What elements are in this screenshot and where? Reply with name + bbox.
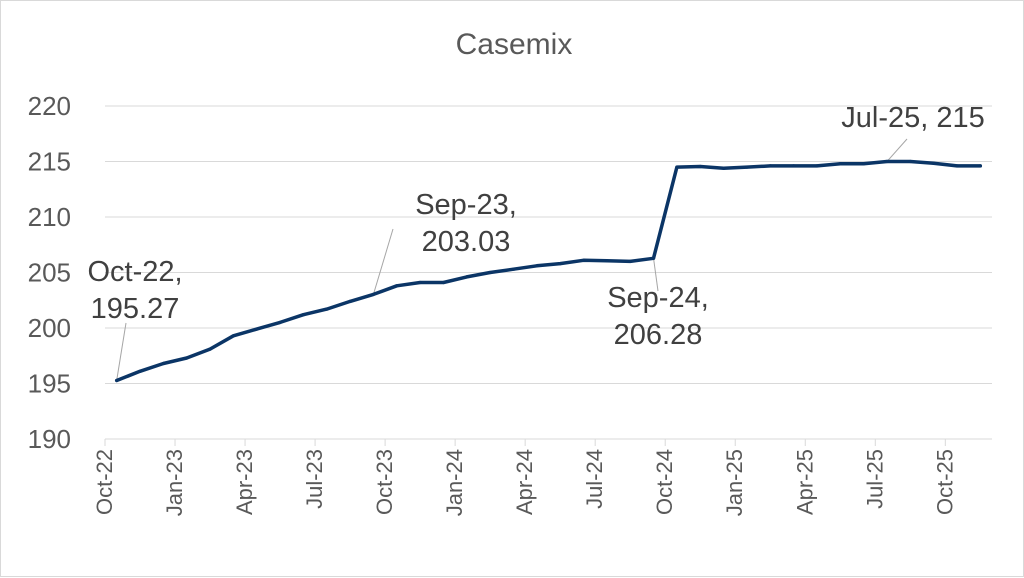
y-tick-label: 195: [28, 369, 71, 399]
data-point: [675, 165, 679, 169]
annotation-leader: [116, 322, 127, 381]
y-tick-label: 200: [28, 313, 71, 343]
data-point: [815, 164, 819, 168]
x-tick-label: Oct-23: [372, 449, 397, 515]
data-point: [161, 361, 165, 366]
data-label: 195.27: [91, 293, 180, 325]
data-point: [278, 320, 282, 324]
gridlines: [105, 105, 992, 440]
data-point: [862, 162, 866, 166]
x-tick-label: Oct-24: [652, 449, 677, 515]
data-point: [605, 259, 609, 263]
data-point: [558, 262, 562, 266]
x-tick-label: Jul-23: [302, 449, 327, 509]
x-tick-label: Apr-25: [792, 449, 817, 515]
data-point: [418, 280, 422, 285]
x-tick-label: Oct-25: [932, 449, 957, 515]
data-point: [745, 165, 749, 169]
data-point: [325, 307, 329, 311]
data-point: [908, 159, 912, 164]
data-point: [955, 164, 959, 168]
data-point: [792, 164, 796, 168]
data-point: [768, 164, 772, 168]
data-label: 206.28: [614, 319, 703, 351]
data-point: [581, 258, 586, 262]
data-labels: Oct-22, 195.27 Sep-23, 203.03 Sep-24, 206.28 J…: [87, 102, 984, 351]
series-layer: [114, 159, 983, 383]
data-point: [301, 313, 305, 317]
annotation-leader: [372, 228, 394, 295]
data-label: Sep-23,: [415, 189, 517, 221]
x-tick-label: Jan-23: [162, 449, 187, 516]
data-point: [348, 299, 352, 303]
data-point: [371, 292, 375, 296]
annotation-leader: [653, 258, 659, 292]
x-tick-label: Apr-23: [232, 449, 257, 515]
y-tick-label: 210: [28, 202, 71, 232]
x-tick-label: Jul-25: [862, 449, 887, 509]
data-point: [138, 369, 142, 373]
data-point: [651, 256, 656, 260]
chart-title: Casemix: [456, 28, 573, 61]
data-label: Oct-22,: [87, 256, 182, 288]
data-point: [511, 267, 516, 271]
x-tick-label: Oct-22: [92, 449, 117, 515]
data-point: [932, 161, 936, 165]
x-tick-label: Apr-24: [512, 449, 537, 515]
x-axis-ticks: Oct-22 Jan-23 Apr-23 Jul-23 Oct-23 Jan-24 Apr-…: [92, 438, 992, 516]
y-tick-label: 220: [28, 91, 71, 121]
x-tick-label: Jan-24: [442, 449, 467, 516]
data-point: [231, 334, 235, 338]
data-label: Sep-24,: [607, 282, 709, 314]
y-tick-label: 205: [28, 258, 71, 288]
series-line: [114, 159, 983, 383]
y-tick-label: 215: [28, 147, 71, 177]
y-tick-label: 190: [28, 424, 71, 454]
data-point: [698, 164, 702, 169]
data-point: [208, 347, 212, 351]
annotation-leaders: [116, 138, 908, 381]
data-point: [395, 284, 399, 288]
data-point: [885, 159, 889, 164]
y-axis-ticks: 190 195 200 205 210 215 220: [28, 91, 71, 454]
data-point: [838, 162, 842, 166]
data-point: [115, 378, 119, 383]
data-point: [255, 327, 259, 331]
data-label: 203.03: [422, 226, 511, 258]
data-point: [465, 275, 469, 279]
data-point: [535, 264, 539, 268]
data-point: [628, 259, 632, 263]
annotation-leader: [886, 138, 908, 162]
data-point: [185, 356, 189, 360]
data-point: [488, 270, 492, 275]
data-point: [441, 280, 446, 285]
x-tick-label: Jan-25: [722, 449, 747, 516]
data-point: [978, 164, 982, 168]
data-label: Jul-25, 215: [841, 102, 985, 134]
data-point: [722, 166, 726, 170]
x-tick-label: Jul-24: [582, 449, 607, 509]
